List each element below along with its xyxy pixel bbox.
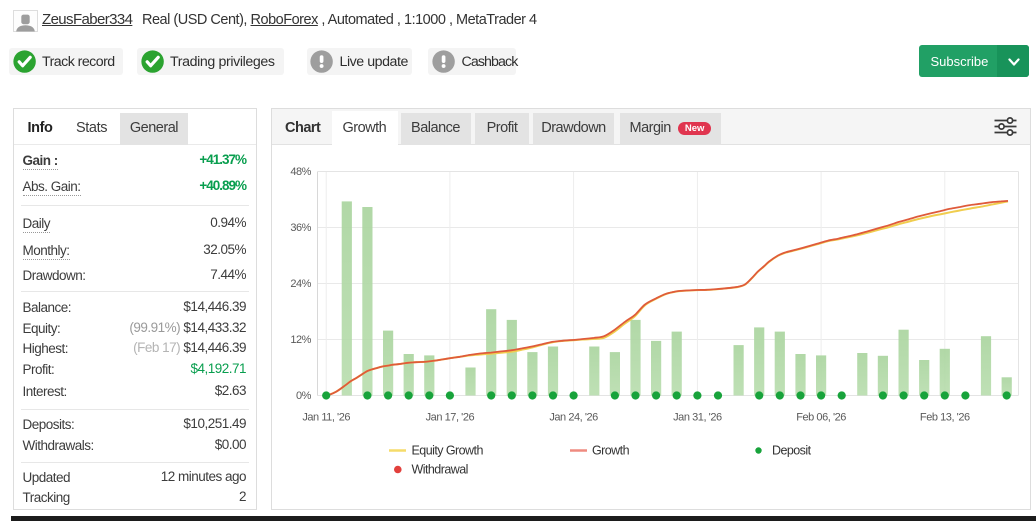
svg-text:Jan 31, '26: Jan 31, '26: [673, 412, 722, 424]
svg-text:Feb 06, '26: Feb 06, '26: [796, 412, 846, 424]
svg-text:Feb 13, '26: Feb 13, '26: [920, 412, 970, 424]
svg-text:Jan 17, '26: Jan 17, '26: [426, 412, 475, 424]
svg-text:Jan 24, '26: Jan 24, '26: [549, 412, 598, 424]
svg-text:Equity Growth: Equity Growth: [412, 444, 484, 458]
svg-text:Deposit: Deposit: [772, 444, 812, 458]
svg-text:24%: 24%: [290, 278, 311, 290]
svg-text:Jan 11, '26: Jan 11, '26: [302, 412, 350, 424]
svg-text:0%: 0%: [296, 390, 312, 402]
svg-text:Withdrawal: Withdrawal: [412, 463, 468, 477]
svg-text:48%: 48%: [290, 166, 311, 178]
svg-text:36%: 36%: [290, 222, 311, 234]
svg-text:Growth: Growth: [592, 444, 630, 458]
svg-text:12%: 12%: [290, 334, 311, 346]
